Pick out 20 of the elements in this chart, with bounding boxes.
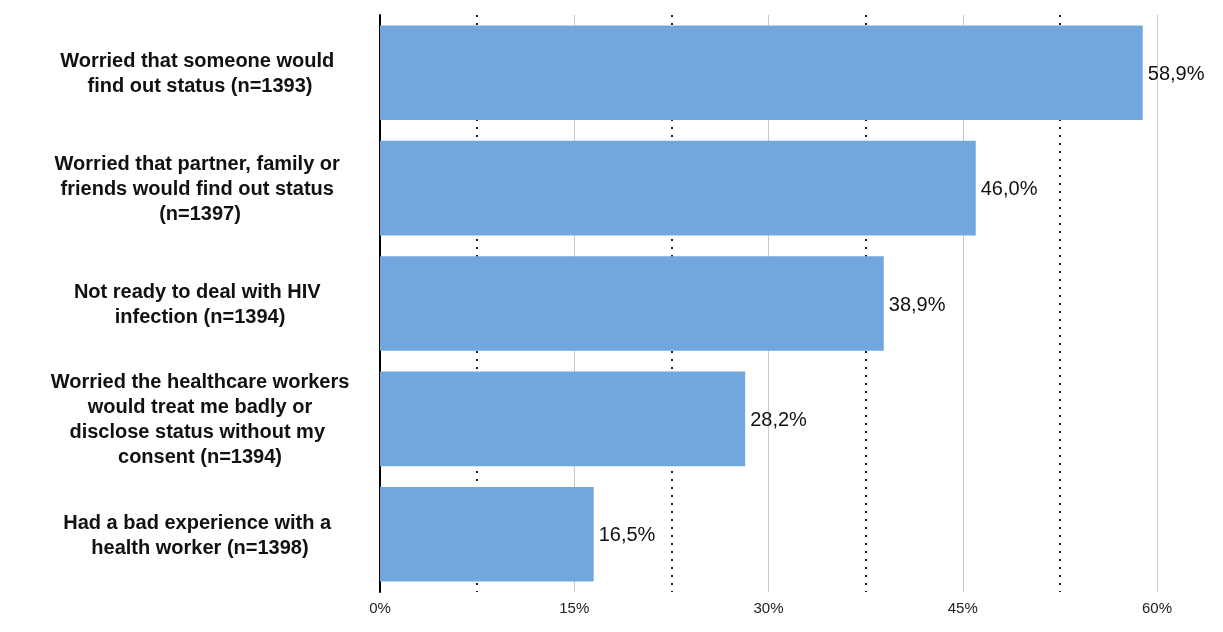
y-tick-label: Had a bad experience with a health worker (n=1398) bbox=[63, 510, 337, 558]
bar bbox=[380, 486, 594, 582]
y-tick-label: Worried that someone would find out status (n=1393) bbox=[60, 49, 340, 97]
bar bbox=[380, 140, 976, 236]
bar bbox=[380, 256, 884, 351]
data-label: 58,9% bbox=[1147, 61, 1205, 84]
data-label: 46,0% bbox=[980, 177, 1038, 200]
x-tick-label: 15% bbox=[559, 599, 590, 616]
data-label: 38,9% bbox=[888, 292, 946, 315]
x-tick-label: 60% bbox=[1141, 599, 1173, 616]
bar bbox=[380, 371, 746, 467]
y-tick-label: Worried the healthcare workers would treat me badly or disclose status without my consent (n=1394) bbox=[50, 370, 350, 468]
y-tick-label: Worried that partner, family or friends would find out status (n=1397) bbox=[54, 152, 346, 225]
x-tick-label: 0% bbox=[369, 599, 391, 616]
x-tick-label: 45% bbox=[947, 599, 978, 616]
data-label: 28,2% bbox=[750, 407, 808, 430]
bar bbox=[380, 25, 1143, 121]
x-tick-label: 30% bbox=[753, 599, 784, 616]
data-label: 16,5% bbox=[598, 523, 656, 546]
y-tick-label: Not ready to deal with HIV infection (n=1394) bbox=[73, 280, 327, 327]
